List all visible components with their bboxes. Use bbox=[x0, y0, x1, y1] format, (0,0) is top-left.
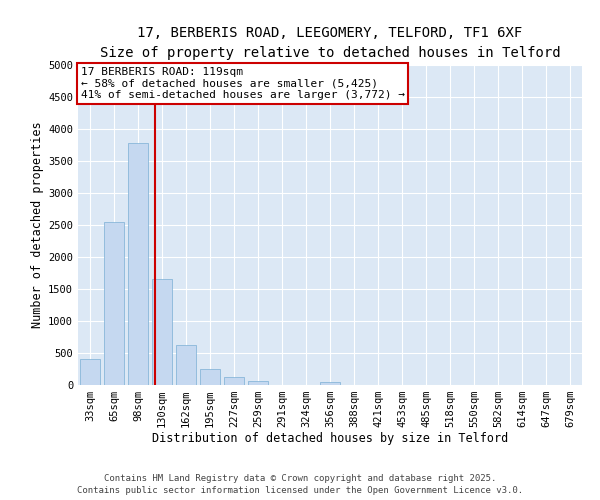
Bar bbox=[176, 346, 196, 385]
Text: 17 BERBERIS ROAD: 119sqm
← 58% of detached houses are smaller (5,425)
41% of sem: 17 BERBERIS ROAD: 119sqm ← 58% of detach… bbox=[80, 66, 404, 100]
Text: Contains HM Land Registry data © Crown copyright and database right 2025.
Contai: Contains HM Land Registry data © Crown c… bbox=[77, 474, 523, 495]
X-axis label: Distribution of detached houses by size in Telford: Distribution of detached houses by size … bbox=[152, 432, 508, 444]
Bar bbox=[104, 222, 124, 385]
Bar bbox=[320, 382, 340, 385]
Bar bbox=[200, 369, 220, 385]
Bar bbox=[80, 360, 100, 385]
Bar bbox=[248, 380, 268, 385]
Title: 17, BERBERIS ROAD, LEEGOMERY, TELFORD, TF1 6XF
Size of property relative to deta: 17, BERBERIS ROAD, LEEGOMERY, TELFORD, T… bbox=[100, 26, 560, 60]
Y-axis label: Number of detached properties: Number of detached properties bbox=[31, 122, 44, 328]
Bar bbox=[152, 280, 172, 385]
Bar bbox=[128, 143, 148, 385]
Bar bbox=[224, 378, 244, 385]
